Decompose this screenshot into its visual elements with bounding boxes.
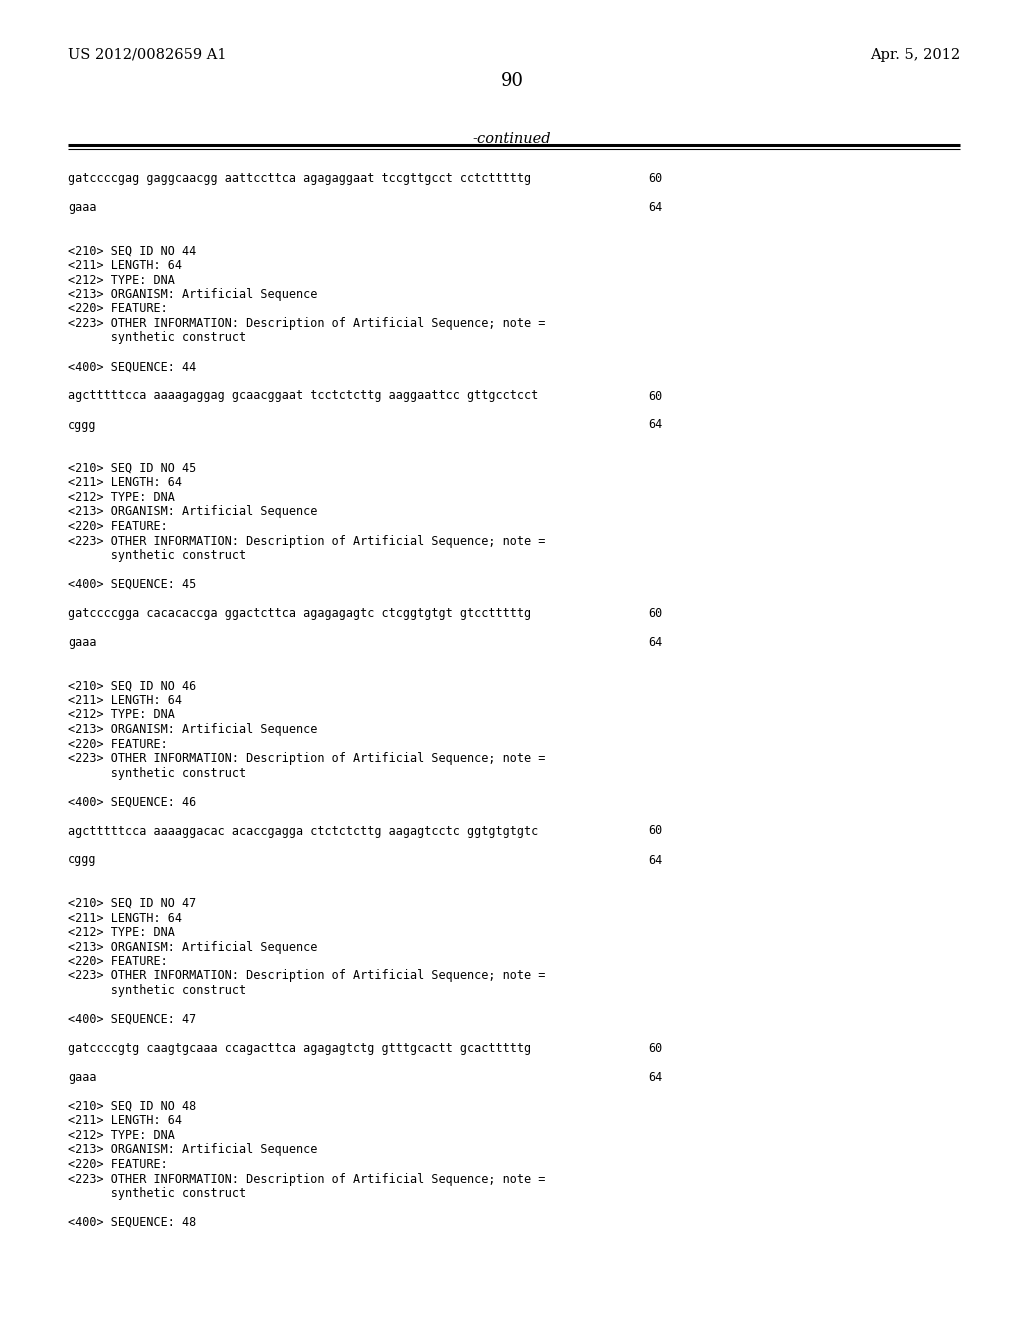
Text: <223> OTHER INFORMATION: Description of Artificial Sequence; note =: <223> OTHER INFORMATION: Description of … bbox=[68, 317, 546, 330]
Text: <213> ORGANISM: Artificial Sequence: <213> ORGANISM: Artificial Sequence bbox=[68, 723, 317, 737]
Text: 64: 64 bbox=[648, 854, 663, 866]
Text: agctttttcca aaaagaggag gcaacggaat tcctctcttg aaggaattcc gttgcctcct: agctttttcca aaaagaggag gcaacggaat tcctct… bbox=[68, 389, 539, 403]
Text: US 2012/0082659 A1: US 2012/0082659 A1 bbox=[68, 48, 226, 62]
Text: <400> SEQUENCE: 46: <400> SEQUENCE: 46 bbox=[68, 796, 197, 808]
Text: 90: 90 bbox=[501, 73, 523, 90]
Text: 60: 60 bbox=[648, 607, 663, 620]
Text: gatccccgga cacacaccga ggactcttca agagagagtc ctcggtgtgt gtcctttttg: gatccccgga cacacaccga ggactcttca agagaga… bbox=[68, 607, 531, 620]
Text: synthetic construct: synthetic construct bbox=[68, 767, 246, 780]
Text: <212> TYPE: DNA: <212> TYPE: DNA bbox=[68, 709, 175, 722]
Text: <220> FEATURE:: <220> FEATURE: bbox=[68, 954, 168, 968]
Text: 60: 60 bbox=[648, 825, 663, 837]
Text: <223> OTHER INFORMATION: Description of Artificial Sequence; note =: <223> OTHER INFORMATION: Description of … bbox=[68, 1172, 546, 1185]
Text: gaaa: gaaa bbox=[68, 636, 96, 649]
Text: <210> SEQ ID NO 45: <210> SEQ ID NO 45 bbox=[68, 462, 197, 475]
Text: agctttttcca aaaaggacac acaccgagga ctctctcttg aagagtcctc ggtgtgtgtc: agctttttcca aaaaggacac acaccgagga ctctct… bbox=[68, 825, 539, 837]
Text: <211> LENGTH: 64: <211> LENGTH: 64 bbox=[68, 912, 182, 924]
Text: <400> SEQUENCE: 45: <400> SEQUENCE: 45 bbox=[68, 578, 197, 591]
Text: <223> OTHER INFORMATION: Description of Artificial Sequence; note =: <223> OTHER INFORMATION: Description of … bbox=[68, 969, 546, 982]
Text: <211> LENGTH: 64: <211> LENGTH: 64 bbox=[68, 477, 182, 490]
Text: <213> ORGANISM: Artificial Sequence: <213> ORGANISM: Artificial Sequence bbox=[68, 940, 317, 953]
Text: 60: 60 bbox=[648, 172, 663, 185]
Text: <211> LENGTH: 64: <211> LENGTH: 64 bbox=[68, 1114, 182, 1127]
Text: <210> SEQ ID NO 46: <210> SEQ ID NO 46 bbox=[68, 680, 197, 693]
Text: <213> ORGANISM: Artificial Sequence: <213> ORGANISM: Artificial Sequence bbox=[68, 506, 317, 519]
Text: synthetic construct: synthetic construct bbox=[68, 549, 246, 562]
Text: 60: 60 bbox=[648, 389, 663, 403]
Text: <400> SEQUENCE: 48: <400> SEQUENCE: 48 bbox=[68, 1216, 197, 1229]
Text: <400> SEQUENCE: 44: <400> SEQUENCE: 44 bbox=[68, 360, 197, 374]
Text: gatccccgag gaggcaacgg aattccttca agagaggaat tccgttgcct cctctttttg: gatccccgag gaggcaacgg aattccttca agagagg… bbox=[68, 172, 531, 185]
Text: <212> TYPE: DNA: <212> TYPE: DNA bbox=[68, 273, 175, 286]
Text: <223> OTHER INFORMATION: Description of Artificial Sequence; note =: <223> OTHER INFORMATION: Description of … bbox=[68, 535, 546, 548]
Text: 64: 64 bbox=[648, 201, 663, 214]
Text: <210> SEQ ID NO 44: <210> SEQ ID NO 44 bbox=[68, 244, 197, 257]
Text: synthetic construct: synthetic construct bbox=[68, 983, 246, 997]
Text: cggg: cggg bbox=[68, 418, 96, 432]
Text: <400> SEQUENCE: 47: <400> SEQUENCE: 47 bbox=[68, 1012, 197, 1026]
Text: 64: 64 bbox=[648, 418, 663, 432]
Text: <220> FEATURE:: <220> FEATURE: bbox=[68, 738, 168, 751]
Text: synthetic construct: synthetic construct bbox=[68, 331, 246, 345]
Text: <210> SEQ ID NO 48: <210> SEQ ID NO 48 bbox=[68, 1100, 197, 1113]
Text: <220> FEATURE:: <220> FEATURE: bbox=[68, 520, 168, 533]
Text: <212> TYPE: DNA: <212> TYPE: DNA bbox=[68, 927, 175, 939]
Text: <223> OTHER INFORMATION: Description of Artificial Sequence; note =: <223> OTHER INFORMATION: Description of … bbox=[68, 752, 546, 766]
Text: 64: 64 bbox=[648, 1071, 663, 1084]
Text: 64: 64 bbox=[648, 636, 663, 649]
Text: 60: 60 bbox=[648, 1041, 663, 1055]
Text: gaaa: gaaa bbox=[68, 201, 96, 214]
Text: <213> ORGANISM: Artificial Sequence: <213> ORGANISM: Artificial Sequence bbox=[68, 1143, 317, 1156]
Text: <211> LENGTH: 64: <211> LENGTH: 64 bbox=[68, 259, 182, 272]
Text: <220> FEATURE:: <220> FEATURE: bbox=[68, 302, 168, 315]
Text: Apr. 5, 2012: Apr. 5, 2012 bbox=[869, 48, 961, 62]
Text: cggg: cggg bbox=[68, 854, 96, 866]
Text: -continued: -continued bbox=[473, 132, 551, 147]
Text: <213> ORGANISM: Artificial Sequence: <213> ORGANISM: Artificial Sequence bbox=[68, 288, 317, 301]
Text: <220> FEATURE:: <220> FEATURE: bbox=[68, 1158, 168, 1171]
Text: gaaa: gaaa bbox=[68, 1071, 96, 1084]
Text: <210> SEQ ID NO 47: <210> SEQ ID NO 47 bbox=[68, 898, 197, 909]
Text: <212> TYPE: DNA: <212> TYPE: DNA bbox=[68, 491, 175, 504]
Text: <211> LENGTH: 64: <211> LENGTH: 64 bbox=[68, 694, 182, 708]
Text: synthetic construct: synthetic construct bbox=[68, 1187, 246, 1200]
Text: gatccccgtg caagtgcaaa ccagacttca agagagtctg gtttgcactt gcactttttg: gatccccgtg caagtgcaaa ccagacttca agagagt… bbox=[68, 1041, 531, 1055]
Text: <212> TYPE: DNA: <212> TYPE: DNA bbox=[68, 1129, 175, 1142]
